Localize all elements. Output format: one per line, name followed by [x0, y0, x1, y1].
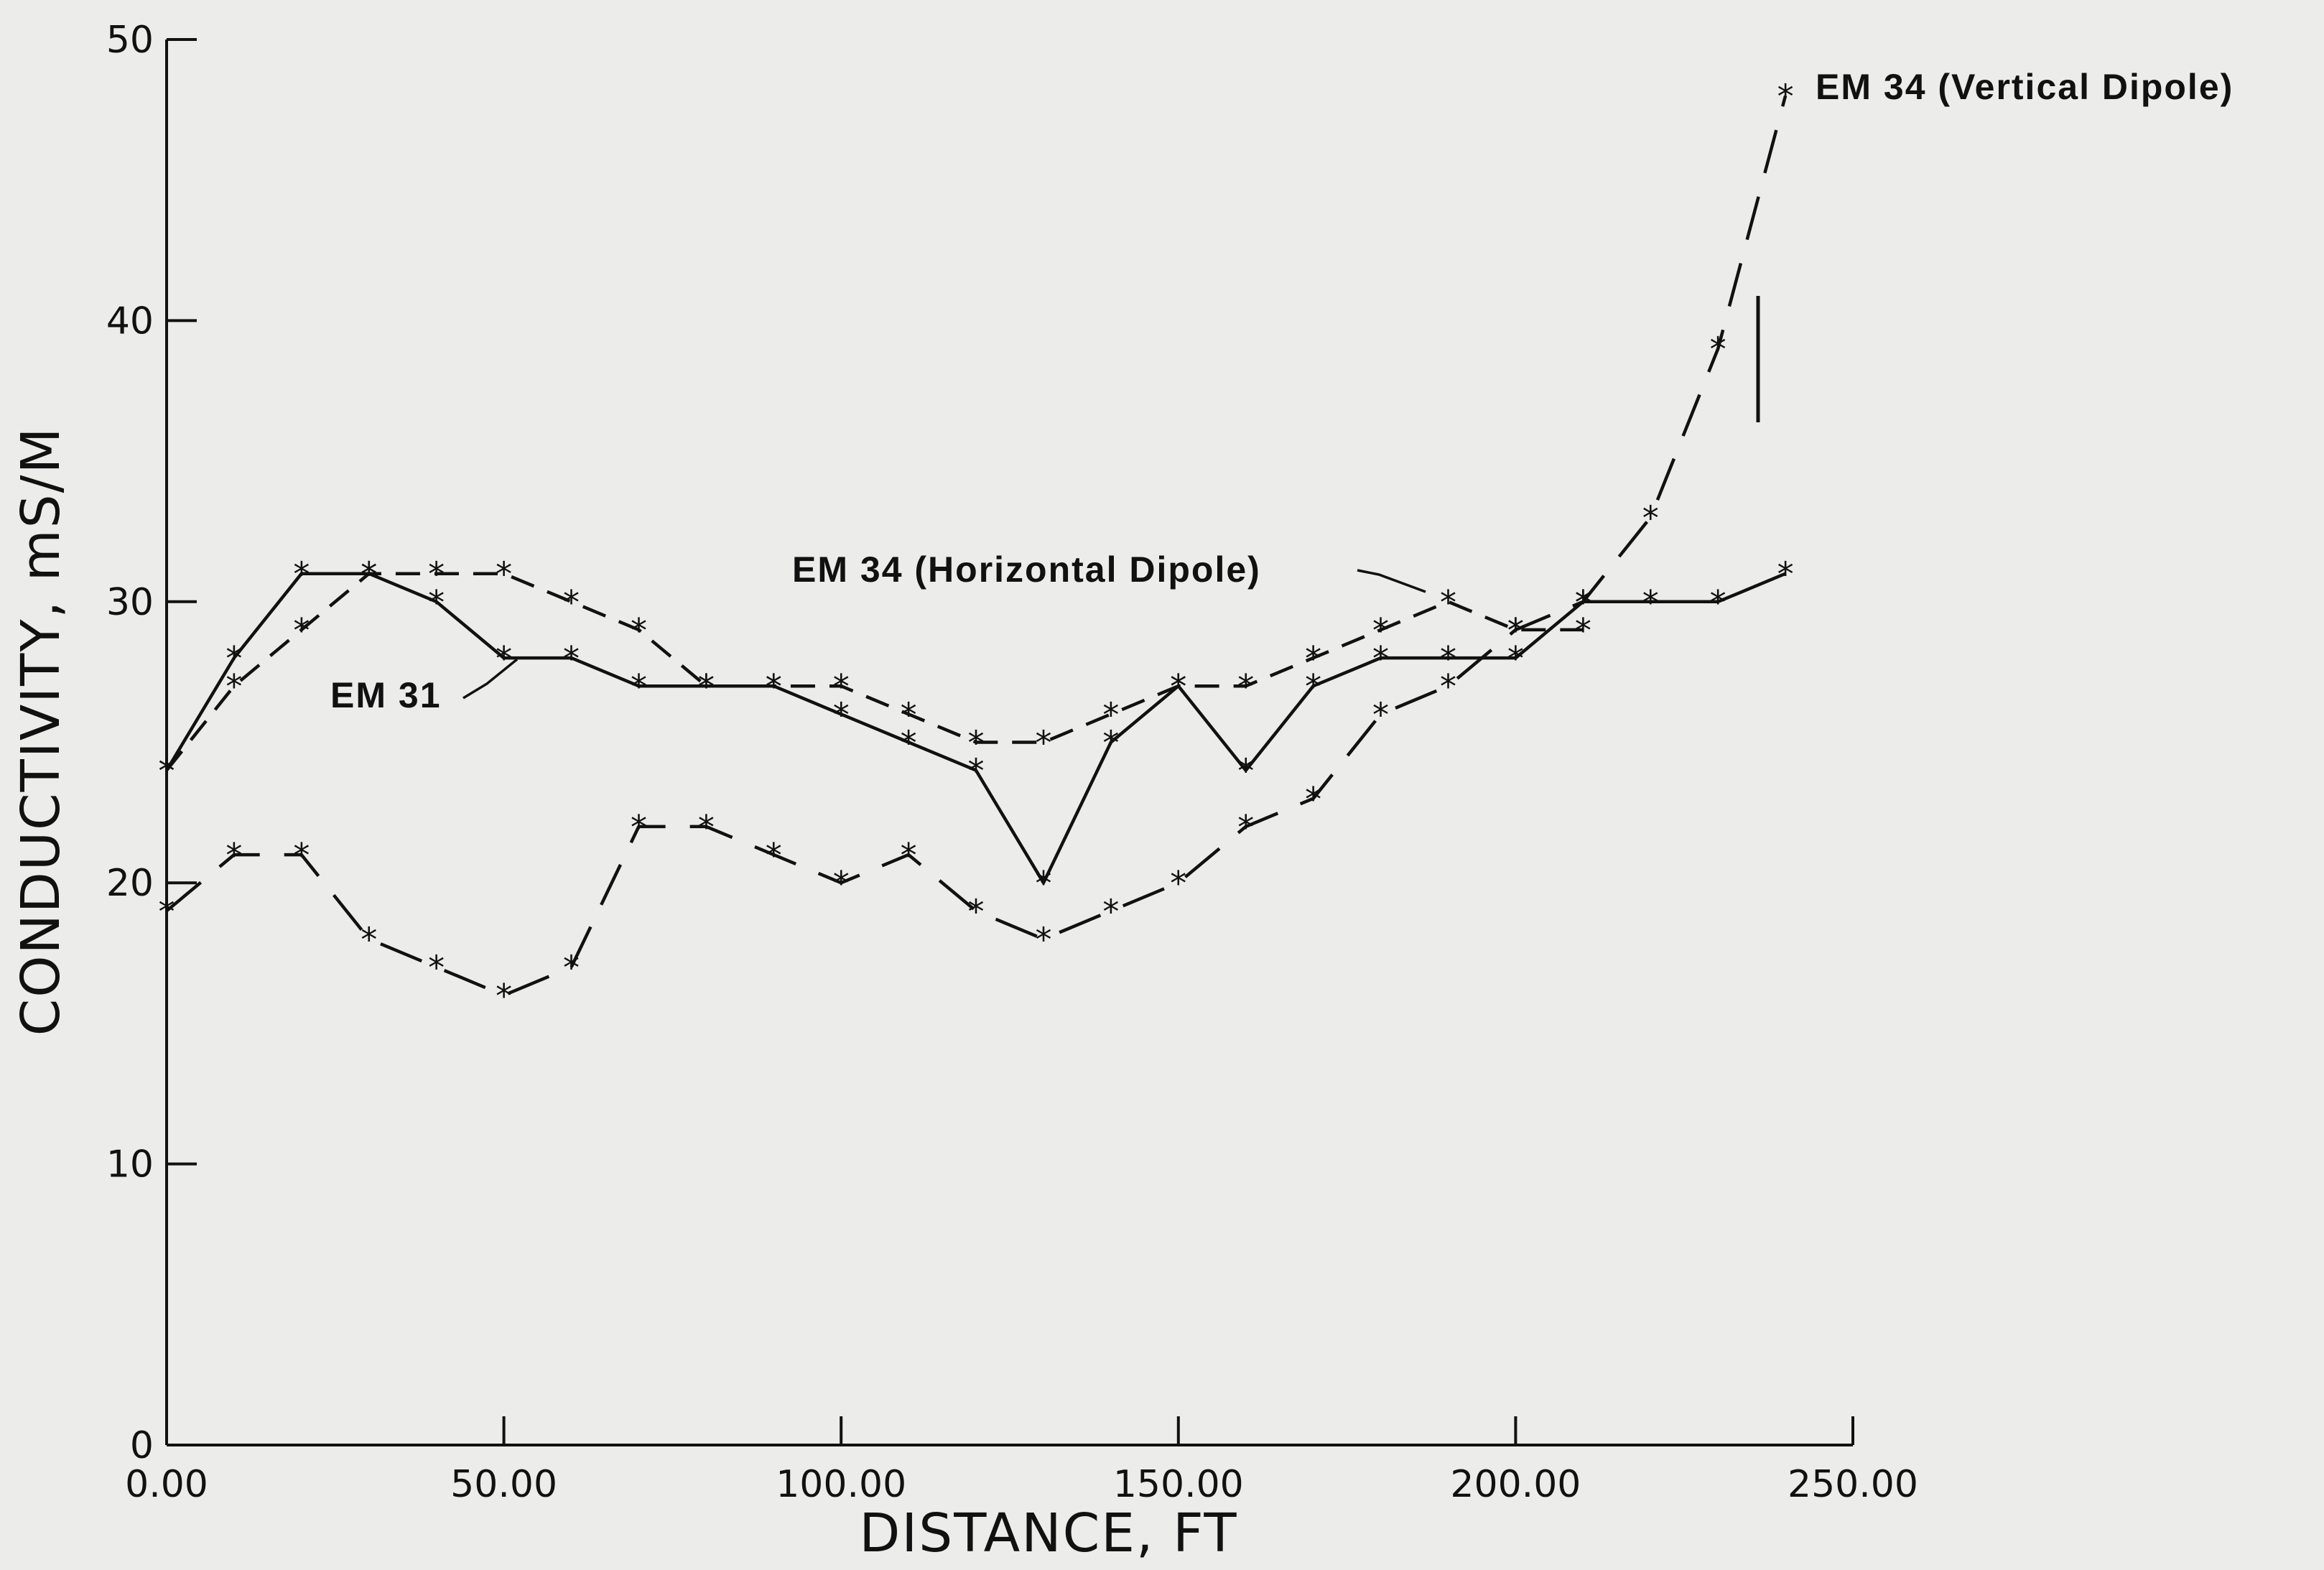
data-point: * [1170, 667, 1186, 706]
data-point: * [1372, 695, 1389, 734]
data-point: * [631, 611, 647, 650]
data-point: * [766, 836, 782, 875]
data-point: * [631, 808, 647, 847]
data-point: * [1710, 583, 1726, 622]
data-point: * [968, 892, 985, 931]
data-point: * [1170, 864, 1186, 903]
series-3: ** ****** ***************** [159, 77, 1794, 1015]
x-tick-label: 250.00 [1788, 1463, 1918, 1506]
data-point: * [293, 836, 310, 875]
y-tick-label: 0 [130, 1424, 154, 1467]
data-point: * [1035, 724, 1051, 763]
data-point: * [1305, 639, 1321, 678]
leader-line [463, 658, 519, 700]
data-point: * [1102, 892, 1119, 931]
data-point: * [159, 752, 175, 791]
data-point: * [226, 639, 242, 678]
data-point: * [1777, 555, 1794, 594]
data-point: * [1035, 920, 1051, 959]
x-tick-label: 150.00 [1113, 1463, 1244, 1506]
data-point: * [698, 808, 715, 847]
data-point: * [159, 892, 175, 931]
y-axis-title: CONDUCTIVITY, mS/M [10, 427, 72, 1036]
data-point: * [766, 667, 782, 706]
y-tick-label: 20 [106, 862, 154, 905]
data-point: * [1102, 695, 1119, 734]
data-point: * [496, 977, 512, 1016]
data-point: * [901, 724, 917, 763]
data-point: * [1642, 498, 1659, 537]
data-point: * [1102, 724, 1119, 763]
series-1: *** *** ** * ********** * ** * ** [159, 555, 1794, 904]
series-label-em34-vertical: EM 34 (Vertical Dipole) [1816, 67, 2234, 107]
data-point: * [361, 555, 377, 594]
data-point: * [496, 639, 512, 678]
data-point: * [698, 667, 715, 706]
data-point: * [901, 836, 917, 875]
data-point: * [1237, 808, 1254, 847]
data-point: * [1777, 77, 1794, 116]
data-point: * [833, 864, 850, 903]
x-tick-label: 0.00 [125, 1463, 208, 1506]
data-point: * [1305, 667, 1321, 706]
data-point: * [226, 836, 242, 875]
x-axis-title: DISTANCE, FT [859, 1502, 1237, 1564]
series-2: **** * **** * *** *** ***** * [159, 555, 1591, 791]
x-tick-label: 50.00 [450, 1463, 557, 1506]
series-labels: EM 31 EM 34 (Horizontal Dipole) EM 34 (Ver… [330, 67, 2234, 715]
data-point: * [226, 667, 242, 706]
data-point: * [293, 611, 310, 650]
series-line [165, 572, 1786, 885]
data-point: * [563, 639, 580, 678]
data-point: * [496, 555, 512, 594]
y-tick-label: 40 [106, 299, 154, 343]
data-point: * [293, 555, 310, 594]
y-tick-label: 50 [106, 19, 154, 62]
data-point: * [1372, 611, 1389, 650]
data-point: * [428, 949, 445, 988]
data-point: * [1305, 780, 1321, 819]
series-label-em31: EM 31 [330, 675, 442, 715]
data-point: * [1440, 639, 1456, 678]
data-point: * [1642, 583, 1659, 622]
leader-line [1357, 569, 1426, 593]
data-point: * [1237, 752, 1254, 791]
data-point: * [1507, 639, 1524, 678]
data-point: * [1372, 639, 1389, 678]
data-point: * [968, 724, 985, 763]
data-point: * [1035, 864, 1051, 903]
data-point: * [833, 695, 850, 734]
x-tick-label: 200.00 [1450, 1463, 1581, 1506]
data-point: * [563, 949, 580, 988]
data-point: * [833, 667, 850, 706]
data-point: * [1440, 667, 1456, 706]
data-point: * [1575, 583, 1591, 622]
data-point: * [698, 667, 715, 706]
data-point: * [1575, 611, 1591, 650]
data-point: * [901, 695, 917, 734]
series-label-em34-horizontal: EM 34 (Horizontal Dipole) [792, 549, 1261, 590]
y-tick-label: 10 [106, 1143, 154, 1186]
data-point: * [1237, 667, 1254, 706]
series-line [165, 572, 1584, 772]
data-point: * [968, 752, 985, 791]
data-point: * [428, 555, 445, 594]
labels-layer: DISTANCE, FT CONDUCTIVITY, mS/M EM 31EM … [10, 67, 2234, 1564]
y-tick-label: 30 [106, 581, 154, 624]
data-point: * [1440, 583, 1456, 622]
data-point: * [1507, 611, 1524, 650]
data-point: * [1710, 330, 1726, 369]
x-tick-label: 100.00 [776, 1463, 906, 1506]
series-layer: *** *** ** * ********** * ** * ****** * **** * *** **… [159, 77, 1794, 1015]
axes: 0 10 20 30 40 50 0.00 50.00 100.00 150.00 200.00 25… [106, 19, 1918, 1506]
series-line [165, 95, 1788, 998]
data-point: * [159, 752, 175, 791]
data-point: * [428, 583, 445, 622]
data-point: * [361, 920, 377, 959]
data-point: * [563, 583, 580, 622]
data-point: * [631, 667, 647, 706]
